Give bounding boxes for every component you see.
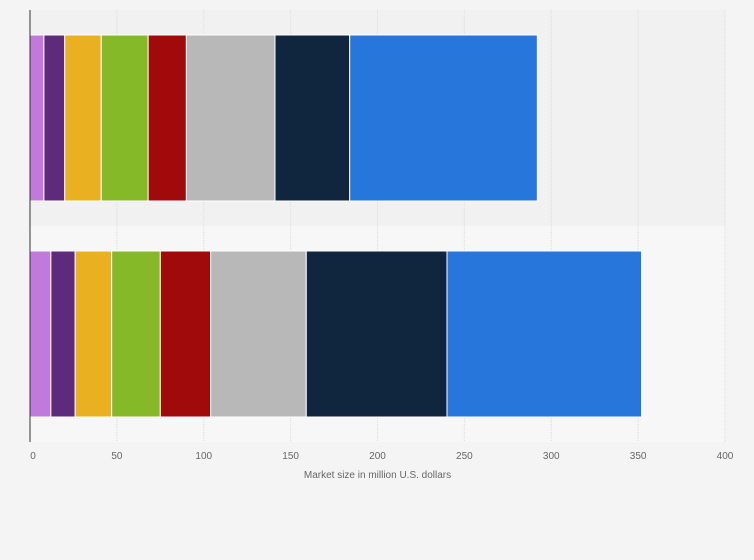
bars — [29, 34, 643, 418]
bar-segment[interactable] — [185, 34, 276, 202]
x-tick-label: 150 — [282, 451, 299, 462]
bar-segment[interactable] — [210, 250, 307, 418]
bar-segment[interactable] — [159, 250, 212, 418]
bar-segment[interactable] — [43, 34, 66, 202]
x-tick-label: 100 — [195, 451, 212, 462]
bar-segment[interactable] — [100, 34, 149, 202]
x-tick-label: 0 — [30, 451, 36, 462]
bar-segment[interactable] — [29, 34, 45, 202]
bar-segment[interactable] — [147, 34, 187, 202]
x-tick-label: 200 — [369, 451, 386, 462]
bar-segment[interactable] — [305, 250, 448, 418]
bar-segment[interactable] — [50, 250, 76, 418]
x-tick-label: 300 — [543, 451, 560, 462]
bar-segment[interactable] — [349, 34, 538, 202]
x-tick-label: 50 — [111, 451, 123, 462]
bar-segment[interactable] — [446, 250, 643, 418]
x-tick-label: 400 — [717, 451, 734, 462]
x-tick-label: 250 — [456, 451, 473, 462]
bar-segment[interactable] — [74, 250, 113, 418]
x-tick-labels: 0 50 100 150 200 250 300 350 400 — [30, 451, 734, 462]
x-tick-label: 350 — [630, 451, 647, 462]
bar-segment[interactable] — [29, 250, 52, 418]
bar-segment[interactable] — [274, 34, 351, 202]
bar-segment[interactable] — [111, 250, 161, 418]
x-axis-title: Market size in million U.S. dollars — [304, 470, 451, 481]
bar-segment[interactable] — [64, 34, 102, 202]
